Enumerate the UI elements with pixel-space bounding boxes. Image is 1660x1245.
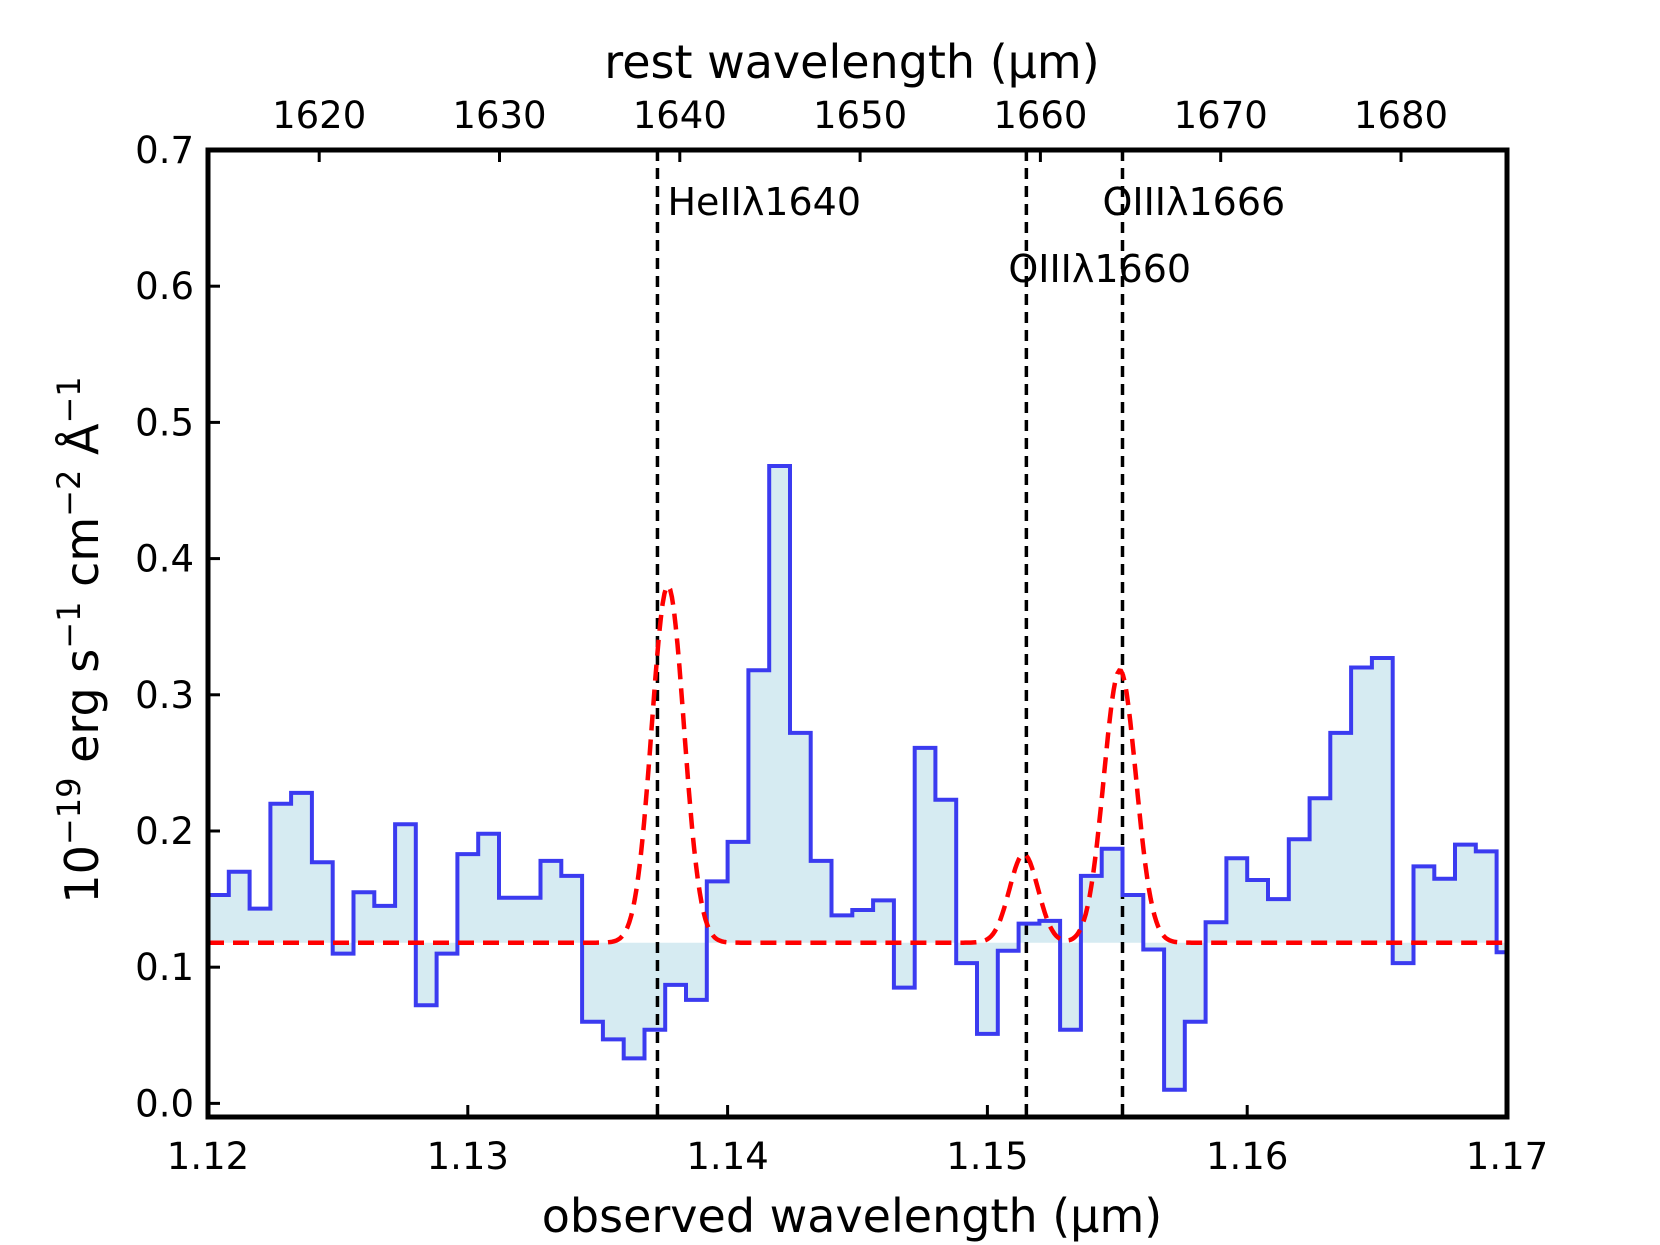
axes-frame	[205, 147, 1510, 1120]
top-tick-label: 1680	[1354, 94, 1448, 137]
spectrum-line	[208, 464, 1507, 1092]
labels: 1.12 1.13 1.14 1.15 1.16 1.17 0.0 0.1 0.2 0.3 0.4 0…	[135, 94, 1548, 1178]
x-tick-label: 1.13	[427, 1135, 509, 1178]
y-tick-label: 0.1	[135, 946, 194, 989]
emission-line-label-0: HeIIλ1640	[667, 180, 861, 224]
top-axis-title: rest wavelength (μm)	[604, 35, 1099, 89]
y-tick-label: 0.2	[135, 810, 194, 853]
top-tick-label: 1630	[452, 94, 546, 137]
series-layer	[208, 464, 1507, 1092]
y-tick-label: 0.0	[135, 1082, 194, 1125]
flux-excess-fill	[208, 466, 1507, 1090]
x-tick-label: 1.15	[946, 1135, 1028, 1178]
y-axis-title: 10−19 erg s−1 cm−2 Å−1	[50, 376, 109, 903]
ticks	[206, 148, 1509, 1117]
top-tick-label: 1660	[993, 94, 1087, 137]
spectrum-fill-area	[208, 466, 1507, 1090]
x-tick-label: 1.17	[1466, 1135, 1548, 1178]
plot-frame	[205, 147, 1510, 1120]
emission-line-label-2: OIIIλ1666	[1102, 180, 1285, 224]
emission-line-label-1: OIIIλ1660	[1008, 247, 1191, 291]
x-tick-label: 1.16	[1206, 1135, 1288, 1178]
top-tick-label: 1670	[1174, 94, 1268, 137]
y-tick-label: 0.7	[135, 129, 194, 172]
top-tick-label: 1640	[633, 94, 727, 137]
y-tick-label: 0.3	[135, 674, 194, 717]
x-tick-label: 1.12	[167, 1135, 249, 1178]
y-tick-label: 0.5	[135, 401, 194, 444]
y-tick-label: 0.6	[135, 265, 194, 308]
top-tick-label: 1620	[272, 94, 366, 137]
top-tick-label: 1650	[813, 94, 907, 137]
x-axis-title: observed wavelength (μm)	[542, 1189, 1162, 1243]
x-tick-label: 1.14	[686, 1135, 768, 1178]
emission-line-markers	[655, 150, 1125, 1117]
y-tick-label: 0.4	[135, 538, 194, 581]
model-line	[208, 582, 1507, 945]
